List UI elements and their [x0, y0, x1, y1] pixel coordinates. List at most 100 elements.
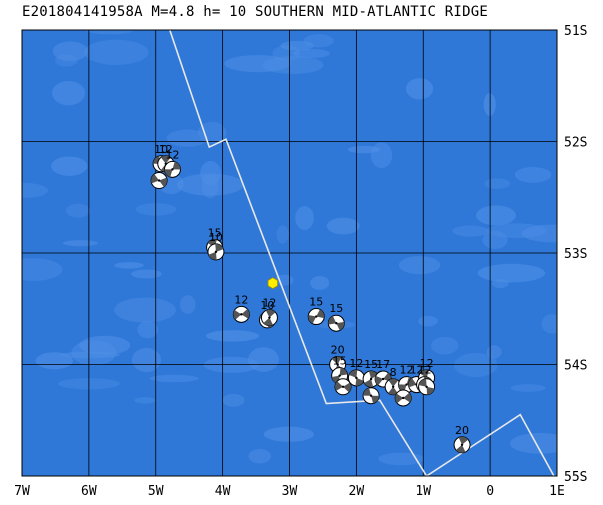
bathymetry-layer	[22, 30, 557, 466]
bathymetry-patch	[65, 203, 91, 218]
beachball-center	[315, 315, 318, 318]
bathymetry-patch	[453, 352, 498, 378]
longitude-tick-label: 1E	[549, 484, 565, 499]
beachball-quadrant	[316, 309, 325, 319]
focal-mechanism	[334, 378, 352, 396]
map-title: E201804141958A M=4.8 h= 10 SOUTHERN MID-…	[22, 4, 488, 20]
bathymetry-patch	[132, 347, 162, 373]
bathymetry-patch	[310, 276, 330, 290]
depth-label: 17	[376, 358, 390, 371]
bathymetry-patch	[347, 145, 381, 154]
bathymetry-patch	[452, 225, 489, 237]
bathymetry-patch	[55, 54, 78, 67]
bathymetry-patch	[83, 39, 149, 66]
beachball-quadrant	[343, 382, 351, 393]
bathymetry-patch	[22, 183, 49, 198]
depth-label: 15	[333, 355, 347, 368]
map-frame	[21, 29, 558, 477]
bathymetry-patch	[510, 384, 546, 392]
bathymetry-patch	[418, 315, 438, 327]
beachball-center	[369, 377, 373, 381]
beachball-quadrant	[426, 386, 435, 395]
focal-mechanism: 12	[260, 297, 278, 327]
bathymetry-patch	[431, 336, 459, 355]
bathymetry-patch	[292, 48, 331, 59]
focal-mechanism: 20	[453, 424, 471, 454]
bathymetry-patch	[248, 347, 279, 372]
depth-label: 12	[234, 293, 248, 306]
beachball-quadrant	[395, 393, 404, 404]
beachball-center	[214, 250, 218, 254]
depth-label: 15	[208, 226, 222, 239]
bathymetry-patch	[60, 351, 120, 359]
beachball-quadrant	[348, 369, 358, 378]
depth-label: 10	[154, 143, 168, 156]
focal-mechanism: 10	[207, 231, 225, 261]
bathymetry-patch	[71, 340, 117, 366]
beachball-center	[341, 385, 345, 388]
focal-mechanism: 15	[307, 296, 325, 326]
longitude-tick-label: 0	[486, 484, 494, 499]
focal-mechanism	[394, 389, 412, 407]
longitude-tick-label: 3W	[282, 484, 298, 499]
bathymetry-patch	[62, 240, 98, 247]
bathymetry-patch	[35, 352, 74, 370]
beachball-quadrant	[215, 243, 224, 252]
bathymetry-patch	[205, 330, 260, 342]
latitude-tick-label: 51S	[564, 24, 587, 39]
bathymetry-patch	[521, 224, 557, 243]
beachball-quadrant	[160, 155, 171, 164]
bathymetry-patch	[197, 121, 227, 144]
focal-mechanism: 15	[327, 302, 345, 332]
bathymetry-patch	[176, 173, 244, 196]
bathymetry-patch	[52, 80, 86, 106]
focal-mechanism	[150, 172, 168, 190]
focal-mechanism: 15	[362, 358, 380, 388]
beachball-quadrant	[334, 381, 343, 391]
longitude-tick-label: 2W	[349, 484, 365, 499]
beachball-quadrant	[408, 378, 417, 388]
depth-label: 12	[418, 364, 432, 377]
ridge-segment	[426, 413, 555, 476]
axis-labels: 7W 6W 5W 4W 3W 2W 1W 0 1E 51S 52S 53S 54S 55S	[14, 24, 587, 499]
bathymetry-patch	[405, 78, 434, 100]
depth-label: 15	[309, 296, 323, 309]
beachball-center	[336, 363, 339, 366]
bathymetry-patch	[378, 452, 425, 466]
depth-label: 12	[159, 143, 173, 156]
beachball-quadrant	[328, 316, 337, 325]
bathymetry-patch	[491, 278, 509, 289]
bathymetry-patch	[477, 263, 546, 283]
beachball-quadrant	[455, 444, 466, 453]
bathymetry-patch	[79, 335, 131, 355]
beachball-quadrant	[419, 369, 429, 378]
beachball-quadrant	[233, 310, 242, 320]
beachball-quadrant	[458, 436, 469, 445]
beachball-quadrant	[418, 378, 427, 387]
bathymetry-patch	[541, 314, 557, 334]
ridge-segment	[169, 30, 428, 476]
beachball-quadrant	[371, 395, 380, 404]
depth-label: 12	[262, 297, 276, 310]
latitude-tick-label: 54S	[564, 359, 587, 374]
focal-mechanism: 12	[347, 357, 365, 387]
bathymetry-patch	[484, 178, 511, 190]
bathymetry-patch	[398, 256, 441, 275]
beachball-quadrant	[308, 314, 317, 324]
focal-mechanism: 12	[163, 148, 181, 178]
bathymetry-patch	[131, 269, 162, 279]
latitude-tick-label: 52S	[564, 136, 587, 151]
bathymetry-patch	[509, 432, 557, 454]
bathymetry-patch	[149, 374, 199, 383]
beachball-center	[171, 168, 174, 171]
beachball-quadrant	[164, 169, 173, 178]
beachball-center	[381, 377, 385, 381]
beachball-quadrant	[263, 317, 273, 326]
beachball-quadrant	[339, 367, 348, 376]
beachball-quadrant	[355, 377, 364, 386]
bathymetry-patch	[134, 397, 156, 404]
longitude-tick-label: 1W	[415, 484, 431, 499]
beachball-quadrant	[336, 321, 345, 331]
